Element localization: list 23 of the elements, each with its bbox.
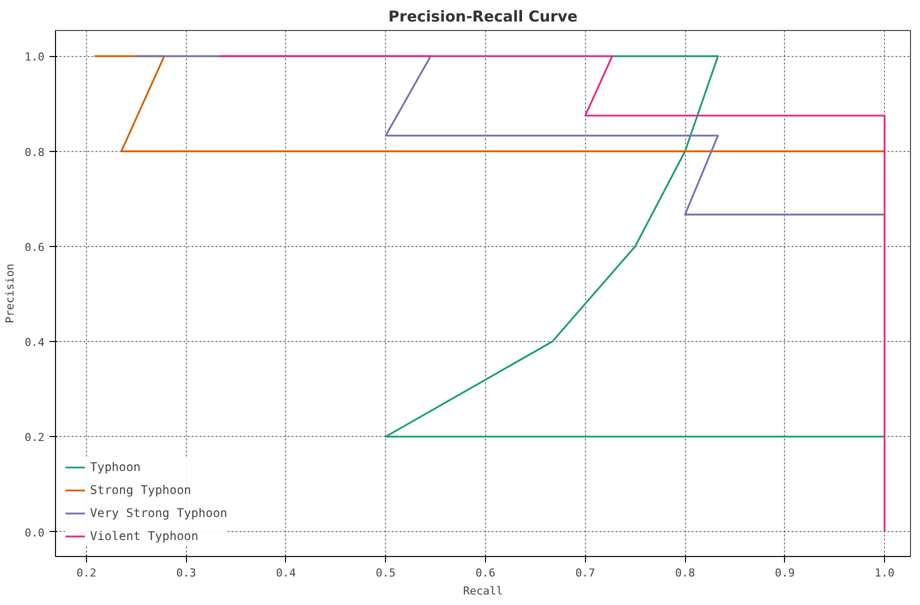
x-tick-label: 0.4	[276, 566, 296, 580]
legend-label: Very Strong Typhoon	[90, 506, 228, 520]
x-tick-label: 0.6	[476, 566, 496, 580]
y-tick-label: 0.2	[24, 431, 45, 444]
x-tick-label: 0.3	[176, 566, 196, 580]
chart-title: Precision-Recall Curve	[388, 8, 578, 26]
x-tick-label: 0.8	[675, 566, 695, 580]
x-tick-label: 0.5	[376, 566, 396, 580]
y-tick-label: 0.4	[24, 336, 45, 350]
y-tick-label: 0.6	[24, 240, 45, 254]
y-tick-label: 0.0	[24, 526, 45, 540]
x-axis-title: Recall	[463, 584, 503, 598]
y-tick-label: 0.8	[24, 146, 45, 159]
y-tick-label: 1.0	[24, 50, 45, 64]
legend-label: Typhoon	[90, 460, 141, 474]
line-series	[384, 55, 886, 438]
legend-label: Strong Typhoon	[90, 483, 192, 497]
x-tick-label: 0.7	[575, 566, 596, 580]
y-axis-title: Precision	[4, 264, 17, 324]
x-tick-label: 1.0	[874, 566, 894, 580]
legend-label: Violent Typhoon	[90, 529, 198, 543]
x-tick-label: 0.9	[774, 566, 795, 580]
x-tick-label: 0.2	[76, 566, 96, 580]
